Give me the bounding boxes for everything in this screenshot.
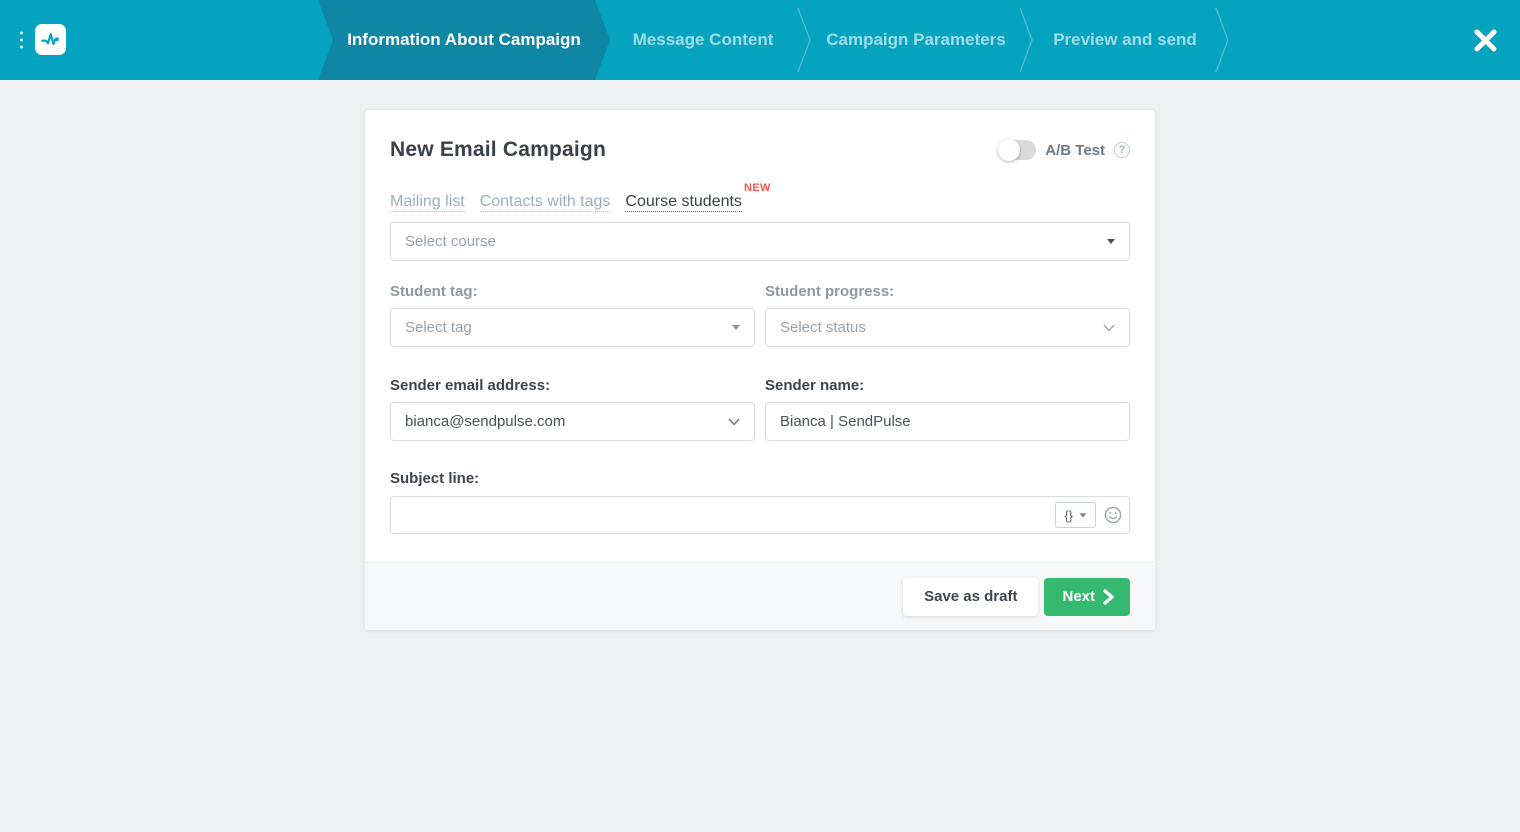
tab-mailing-list[interactable]: Mailing list xyxy=(390,193,465,212)
next-label: Next xyxy=(1062,588,1095,605)
step-label: Campaign Parameters xyxy=(826,30,1006,49)
student-progress-select[interactable]: Select status xyxy=(765,308,1130,347)
step-label: Message Content xyxy=(632,30,774,49)
course-select[interactable]: Select course xyxy=(390,222,1130,261)
sender-name-input[interactable] xyxy=(765,402,1130,441)
wizard-steps: Information About Campaign Message Conte… xyxy=(318,0,1232,80)
chevron-down-icon xyxy=(728,418,740,426)
step-message-content[interactable]: Message Content xyxy=(610,0,796,80)
insert-variable-button[interactable]: {} xyxy=(1055,502,1096,528)
save-as-draft-button[interactable]: Save as draft xyxy=(903,577,1039,616)
step-campaign-parameters[interactable]: Campaign Parameters xyxy=(814,0,1018,80)
chevron-down-icon xyxy=(1107,239,1115,244)
apps-menu-button[interactable] xyxy=(20,31,23,49)
step-label: Preview and send xyxy=(1053,30,1197,49)
card-footer: Save as draft Next xyxy=(365,562,1155,630)
step-separator-chevron-icon xyxy=(1018,0,1036,80)
recipient-tabs: Mailing list Contacts with tags Course s… xyxy=(390,182,1130,212)
tab-contacts-with-tags[interactable]: Contacts with tags xyxy=(479,193,611,212)
variables-braces-label: {} xyxy=(1064,507,1073,523)
new-badge: NEW xyxy=(743,182,771,194)
ab-test-toggle[interactable] xyxy=(998,139,1037,161)
subject-line-input[interactable] xyxy=(390,496,1130,534)
sender-email-select[interactable]: bianca@sendpulse.com xyxy=(390,402,755,441)
wizard-header: Information About Campaign Message Conte… xyxy=(0,0,1520,80)
kebab-dots-icon xyxy=(20,38,23,42)
tab-label: Mailing list xyxy=(390,193,465,210)
ab-test-label: A/B Test xyxy=(1045,141,1105,159)
student-tag-placeholder: Select tag xyxy=(405,319,472,336)
tab-label: Course students xyxy=(625,193,742,210)
chevron-right-icon xyxy=(1103,588,1114,605)
kebab-dots-icon xyxy=(20,45,23,49)
kebab-dots-icon xyxy=(20,31,23,35)
sender-name-label: Sender name: xyxy=(765,377,865,394)
sendpulse-pulse-icon xyxy=(39,28,62,51)
subject-line-label: Subject line: xyxy=(390,470,480,487)
student-tag-select[interactable]: Select tag xyxy=(390,308,755,347)
emoji-smiley-icon[interactable] xyxy=(1104,506,1122,524)
chevron-down-icon xyxy=(1103,324,1115,332)
new-campaign-card: New Email Campaign A/B Test ? Mailing li… xyxy=(365,110,1155,630)
student-progress-label: Student progress: xyxy=(765,283,895,300)
tab-course-students[interactable]: Course students NEW xyxy=(625,182,770,212)
chevron-down-icon xyxy=(732,325,740,330)
step-separator-chevron-icon xyxy=(1214,0,1232,80)
toggle-knob xyxy=(998,139,1021,161)
sender-email-label: Sender email address: xyxy=(390,377,551,394)
step-preview-and-send[interactable]: Preview and send xyxy=(1036,0,1214,80)
step-separator-chevron-icon xyxy=(796,0,814,80)
sendpulse-logo[interactable] xyxy=(35,24,66,55)
chevron-down-icon xyxy=(1079,512,1087,518)
page-title: New Email Campaign xyxy=(390,138,606,161)
next-button[interactable]: Next xyxy=(1044,577,1130,616)
student-progress-placeholder: Select status xyxy=(780,319,866,336)
student-tag-label: Student tag: xyxy=(390,283,478,300)
course-select-placeholder: Select course xyxy=(405,233,496,250)
sender-email-value: bianca@sendpulse.com xyxy=(405,413,566,430)
tab-label: Contacts with tags xyxy=(479,193,611,210)
question-icon[interactable]: ? xyxy=(1114,142,1130,158)
step-information-about-campaign[interactable]: Information About Campaign xyxy=(318,0,610,80)
close-icon[interactable] xyxy=(1472,27,1499,54)
step-label: Information About Campaign xyxy=(347,30,581,49)
